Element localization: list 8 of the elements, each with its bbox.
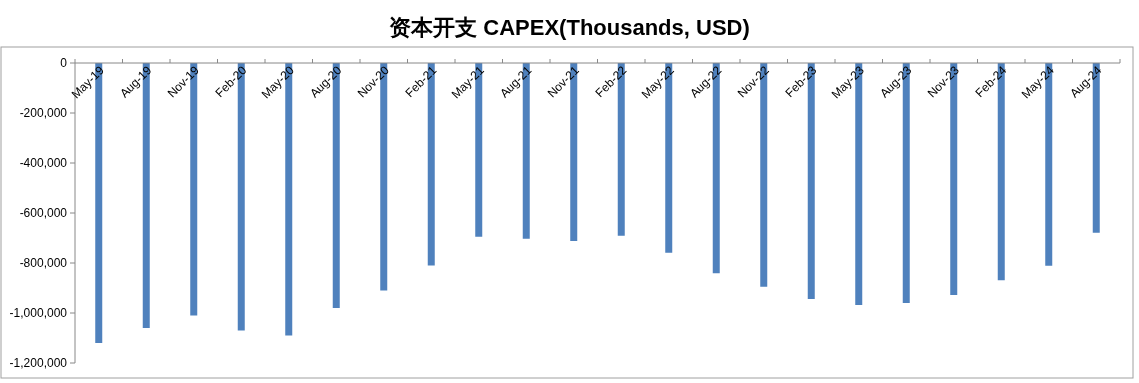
y-tick-label: 0 (60, 56, 68, 71)
chart-title: 资本开支 CAPEX(Thousands, USD) (389, 15, 750, 40)
y-tick-label: -200,000 (19, 106, 68, 121)
y-tick-label: -800,000 (19, 256, 68, 271)
y-tick-label: -1,000,000 (9, 306, 68, 321)
y-tick-label: -1,200,000 (9, 356, 68, 371)
y-tick-label: -400,000 (19, 156, 68, 171)
y-tick-label: -600,000 (19, 206, 68, 221)
